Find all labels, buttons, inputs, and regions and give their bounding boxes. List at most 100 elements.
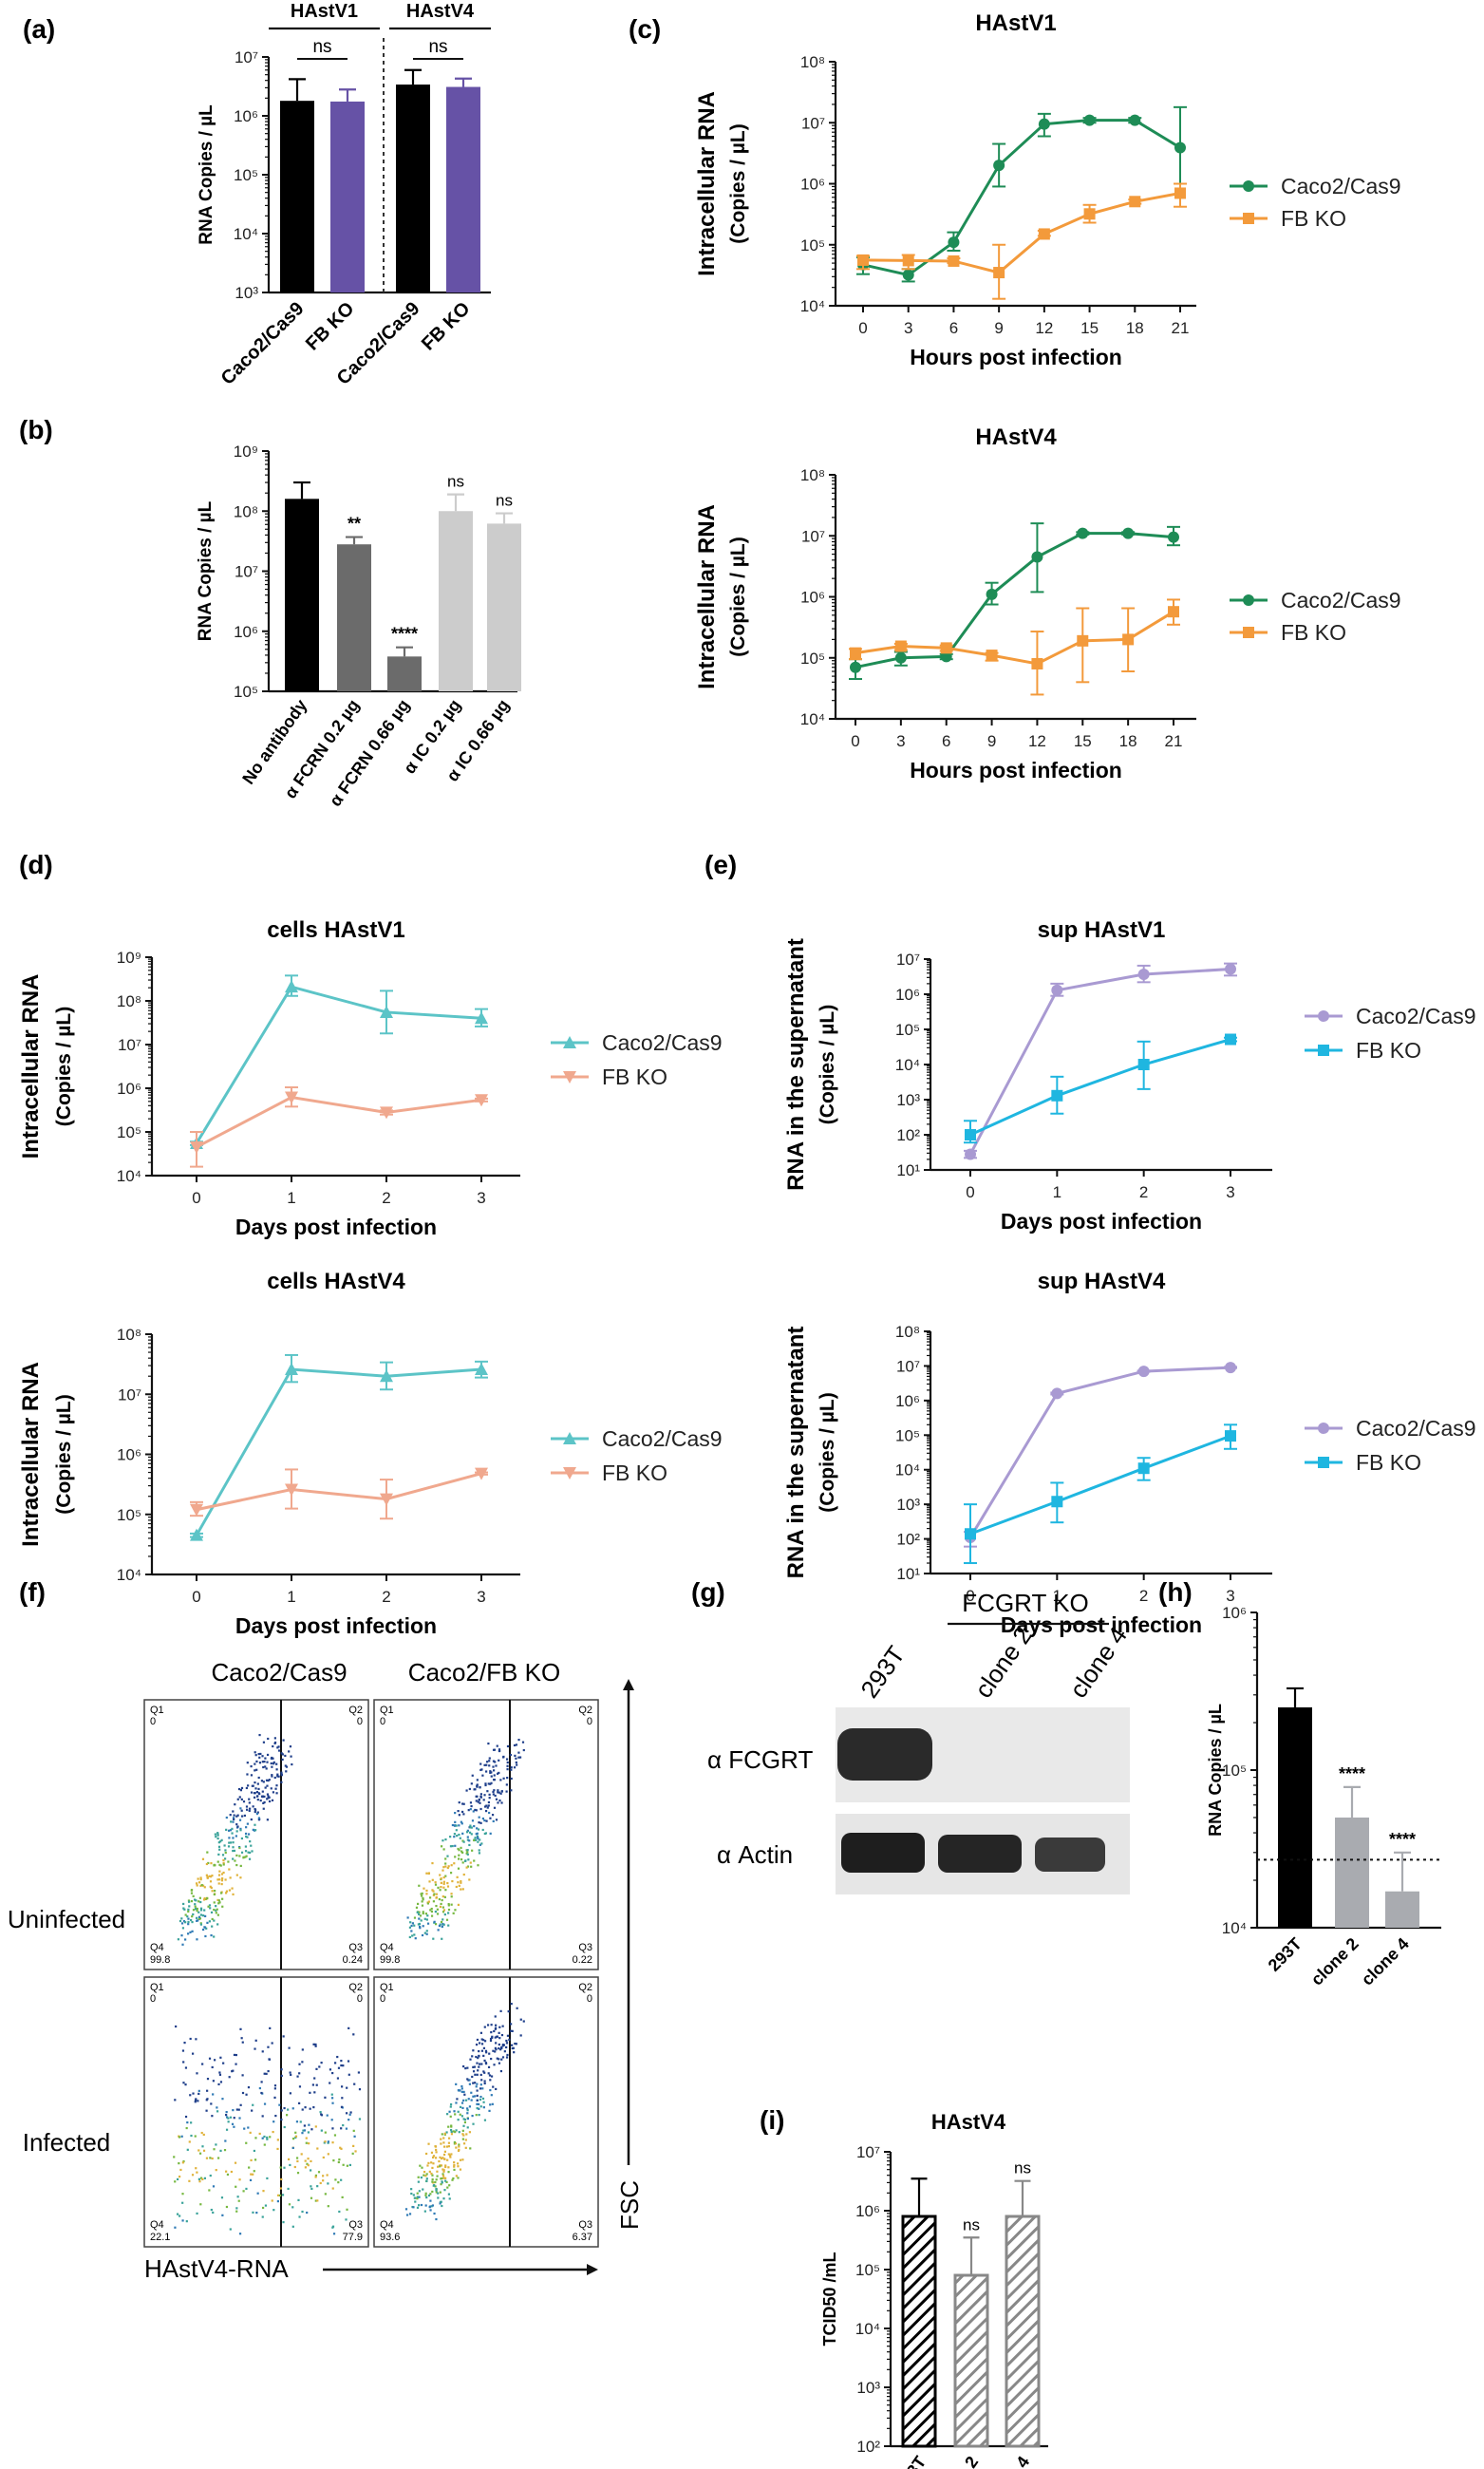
flow-event-dot: [469, 2147, 472, 2150]
flow-event-dot: [418, 1913, 421, 1916]
flow-event-dot: [466, 1836, 469, 1838]
flow-event-dot: [486, 2024, 490, 2026]
flow-event-dot: [468, 1878, 471, 1881]
flow-event-dot: [349, 2111, 352, 2114]
y-tick-label: 10⁶: [234, 107, 258, 125]
flow-event-dot: [499, 1779, 502, 1781]
flow-event-dot: [351, 2152, 354, 2155]
flow-event-dot: [498, 2062, 501, 2064]
flow-event-dot: [278, 2194, 282, 2197]
flow-event-dot: [421, 1904, 424, 1907]
flow-event-dot: [241, 2041, 244, 2044]
flow-event-dot: [436, 2175, 439, 2177]
flow-event-dot: [195, 1916, 198, 1919]
flow-event-dot: [296, 2172, 300, 2175]
flow-event-dot: [435, 2187, 438, 2191]
flow-event-dot: [466, 2066, 469, 2069]
y-tick-label: 10⁵: [117, 1123, 141, 1141]
flow-event-dot: [199, 1884, 202, 1888]
flow-event-dot: [447, 1865, 450, 1868]
flow-event-dot: [178, 2136, 181, 2139]
legend-label: Caco2/Cas9: [1356, 1416, 1476, 1441]
flow-event-dot: [429, 2199, 432, 2202]
flow-event-dot: [336, 2055, 339, 2059]
flow-event-dot: [457, 2110, 460, 2113]
flow-event-dot: [276, 2147, 279, 2151]
flow-event-dot: [506, 1768, 509, 1771]
flow-event-dot: [447, 2141, 451, 2144]
flow-y-axis-label: FSC: [615, 2180, 644, 2230]
data-point: [850, 661, 861, 673]
flow-event-dot: [480, 2043, 484, 2045]
y-tick-label: 10⁴: [895, 1056, 920, 1074]
flow-event-dot: [453, 1824, 457, 1827]
flow-event-dot: [294, 2135, 298, 2138]
flow-event-dot: [205, 1862, 209, 1866]
flow-event-dot: [271, 1799, 274, 1801]
flow-event-dot: [441, 1937, 443, 1940]
flow-event-dot: [458, 1884, 460, 1887]
quadrant-label: Q2: [578, 1705, 592, 1716]
flow-event-dot: [450, 2124, 453, 2127]
flow-event-dot: [479, 1838, 481, 1841]
flow-event-dot: [219, 2056, 222, 2059]
quadrant-label: Q4: [380, 1942, 394, 1953]
flow-event-dot: [468, 1787, 471, 1791]
flow-event-dot: [271, 1774, 273, 1777]
flow-event-dot: [217, 1845, 221, 1848]
flow-event-dot: [454, 2142, 458, 2145]
flow-event-dot: [497, 1801, 499, 1804]
flow-event-dot: [453, 2161, 456, 2164]
y-axis-title: TCID50 /mL: [820, 2252, 839, 2346]
flow-event-dot: [502, 1756, 505, 1759]
flow-event-dot: [235, 2053, 237, 2057]
flow-event-dot: [230, 1820, 233, 1823]
flow-event-dot: [249, 2131, 252, 2134]
y-tick-label: 10⁴: [117, 1566, 141, 1584]
flow-event-dot: [258, 1756, 261, 1759]
x-axis-title: Days post infection: [1001, 1209, 1202, 1234]
flow-event-dot: [186, 1915, 189, 1918]
flow-event-dot: [434, 2145, 438, 2148]
flow-event-dot: [232, 1893, 235, 1895]
flow-event-dot: [280, 2068, 283, 2071]
flow-event-dot: [455, 2083, 458, 2085]
flow-event-dot: [280, 2177, 283, 2181]
flow-event-dot: [194, 2099, 197, 2101]
flow-event-dot: [446, 1885, 450, 1888]
flow-event-dot: [261, 2137, 264, 2139]
flow-event-dot: [444, 1875, 447, 1877]
blot-band-actin: [841, 1833, 925, 1873]
flow-event-dot: [271, 2042, 273, 2045]
quadrant-label: Q3: [578, 1942, 592, 1953]
flow-event-dot: [430, 1907, 433, 1911]
legend-label: FB KO: [602, 1065, 667, 1089]
flow-event-dot: [227, 1845, 231, 1848]
flow-event-dot: [483, 2119, 487, 2121]
flow-event-dot: [291, 2107, 294, 2110]
flow-event-dot: [462, 2118, 465, 2120]
flow-event-dot: [521, 1741, 525, 1743]
y-tick-label: 10⁵: [117, 1506, 141, 1524]
flow-event-dot: [277, 1745, 280, 1748]
flow-event-dot: [257, 1787, 260, 1791]
flow-event-dot: [463, 2120, 467, 2124]
flow-event-dot: [431, 2180, 434, 2183]
flow-event-dot: [478, 1852, 481, 1855]
flow-event-dot: [329, 2068, 332, 2071]
x-tick-label: 1: [1053, 1183, 1061, 1201]
flow-event-dot: [316, 2185, 319, 2188]
flow-event-dot: [227, 2117, 230, 2120]
series-line-FB KO: [969, 1434, 1231, 1536]
data-point: [1051, 984, 1063, 996]
data-point: [380, 1106, 393, 1120]
data-point: [475, 1094, 488, 1107]
flow-event-dot: [201, 1884, 205, 1887]
bar: [1005, 2215, 1041, 2448]
y-tick-label: 10⁸: [117, 992, 141, 1010]
flow-event-dot: [217, 1874, 221, 1876]
x-tick-label: 0: [192, 1588, 200, 1606]
flow-event-dot: [208, 2057, 212, 2060]
flow-event-dot: [264, 1765, 267, 1768]
